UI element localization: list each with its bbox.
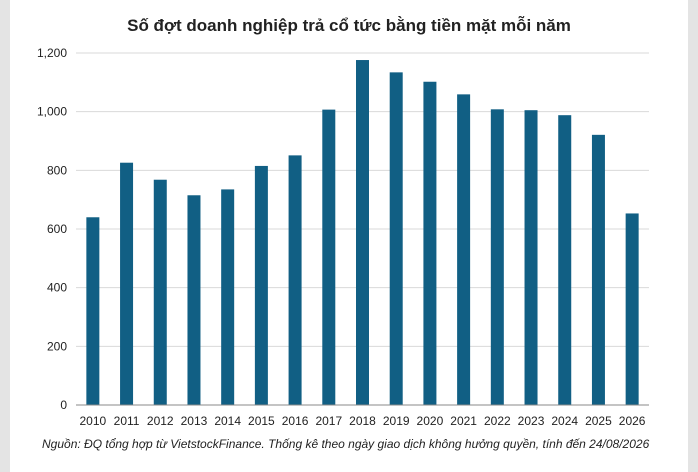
x-tick-label: 2021 — [450, 414, 477, 428]
x-tick-label: 2020 — [417, 414, 444, 428]
bar-2016 — [288, 155, 302, 405]
bar-2021 — [457, 94, 471, 406]
x-tick-label: 2010 — [80, 414, 107, 428]
bar-2011 — [120, 162, 134, 405]
bar-2020 — [423, 81, 437, 405]
bar-2026 — [625, 213, 639, 405]
x-axis-ticks: 2010 2011 2012 2013 2014 2015 2016 2017 2018 2019… — [80, 414, 646, 428]
x-tick-label: 2023 — [518, 414, 545, 428]
x-tick-label: 2015 — [248, 414, 275, 428]
bar-2023 — [524, 110, 538, 405]
x-tick-label: 2011 — [114, 414, 140, 428]
bar-2017 — [322, 109, 336, 405]
bar-2025 — [591, 134, 605, 405]
y-axis-ticks: 0 200 400 600 800 1,000 1,200 — [37, 46, 67, 412]
bar-2022 — [490, 109, 504, 405]
bar-2010 — [86, 217, 100, 405]
bar-2012 — [153, 179, 167, 405]
x-tick-label: 2019 — [383, 414, 410, 428]
bar-2014 — [221, 189, 235, 405]
x-tick-label: 2024 — [551, 414, 578, 428]
bar-2024 — [558, 115, 572, 405]
y-tick-label: 200 — [47, 339, 67, 353]
x-tick-label: 2012 — [147, 414, 174, 428]
x-tick-label: 2025 — [585, 414, 612, 428]
x-tick-label: 2014 — [214, 414, 241, 428]
bar-2018 — [356, 60, 369, 405]
y-tick-label: 800 — [47, 163, 67, 177]
y-tick-label: 1,000 — [37, 105, 67, 119]
x-tick-label: 2026 — [619, 414, 646, 428]
x-tick-label: 2017 — [315, 414, 342, 428]
source-note: Nguồn: ĐQ tổng hợp từ VietstockFinance. … — [42, 437, 650, 451]
bars — [86, 60, 639, 406]
chart-title: Số đợt doanh nghiệp trả cổ tức bằng tiền… — [127, 16, 571, 35]
bar-2019 — [389, 72, 403, 406]
bar-2013 — [187, 195, 201, 405]
y-tick-label: 1,200 — [37, 46, 67, 60]
x-tick-label: 2016 — [282, 414, 309, 428]
x-tick-label: 2013 — [181, 414, 208, 428]
y-tick-label: 600 — [47, 222, 67, 236]
y-tick-label: 400 — [47, 281, 67, 295]
y-tick-label: 0 — [60, 398, 67, 412]
x-tick-label: 2018 — [349, 414, 376, 428]
bar-2015 — [254, 165, 268, 405]
x-tick-label: 2022 — [484, 414, 511, 428]
